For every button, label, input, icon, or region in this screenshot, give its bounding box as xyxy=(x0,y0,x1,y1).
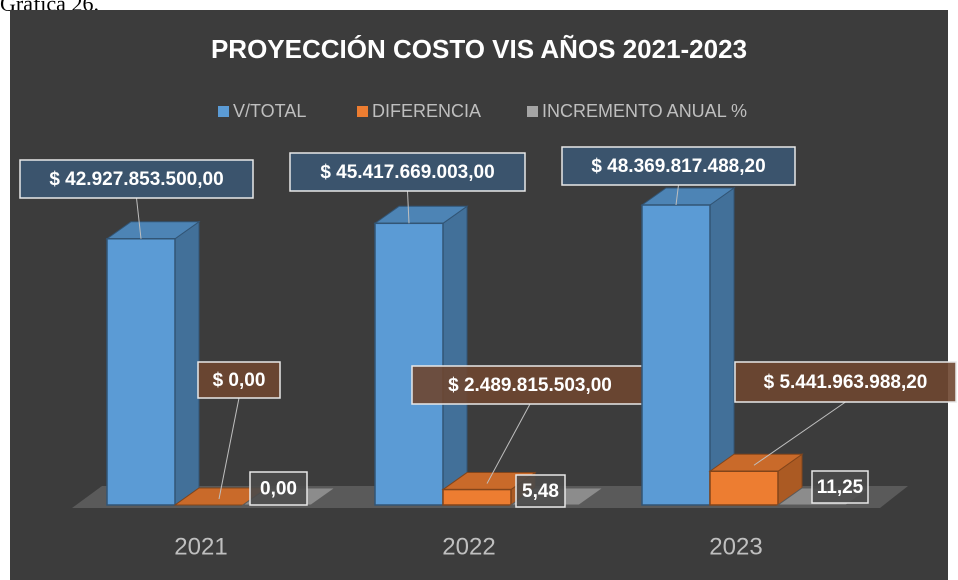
legend-swatch xyxy=(218,106,229,117)
bar-side xyxy=(174,220,200,506)
data-label: 5,48 xyxy=(522,481,559,502)
leader-line xyxy=(675,184,679,206)
data-label-box xyxy=(734,361,957,403)
bar-side xyxy=(442,205,468,506)
bar-front xyxy=(641,204,711,506)
data-label-box xyxy=(19,159,254,199)
legend-swatch xyxy=(527,106,538,117)
leader-line xyxy=(407,190,410,224)
bar xyxy=(708,453,804,506)
leader-line xyxy=(136,197,142,239)
data-label: $ 5.441.963.988,20 xyxy=(764,372,928,393)
chart-title: PROYECCIÓN COSTO VIS AÑOS 2021-2023 xyxy=(211,34,747,64)
data-label-box xyxy=(249,471,308,506)
bar-front xyxy=(442,488,512,506)
data-label: $ 42.927.853.500,00 xyxy=(49,169,223,190)
leader-line xyxy=(753,401,846,466)
bar xyxy=(640,187,736,506)
leader-line xyxy=(486,403,531,484)
legend-label: DIFERENCIA xyxy=(372,101,481,121)
bar-front xyxy=(709,470,779,506)
data-label-box xyxy=(561,146,796,186)
data-label: 0,00 xyxy=(260,479,297,500)
data-label-box xyxy=(197,361,281,399)
data-label: $ 48.369.817.488,20 xyxy=(591,156,765,177)
x-tick-label: 2023 xyxy=(709,533,762,560)
data-label: $ 0,00 xyxy=(213,370,266,391)
data-label-box xyxy=(411,365,649,405)
data-label: $ 45.417.669.003,00 xyxy=(320,162,494,183)
legend-label: INCREMENTO ANUAL % xyxy=(542,101,747,121)
data-label-box xyxy=(289,152,526,192)
legend-swatch xyxy=(357,106,368,117)
legend-label: V/TOTAL xyxy=(233,101,306,121)
x-tick-label: 2021 xyxy=(174,533,227,560)
bar-front xyxy=(374,222,444,506)
data-label-box xyxy=(515,474,566,508)
data-label: $ 2.489.815.503,00 xyxy=(448,375,612,396)
data-label: 11,25 xyxy=(817,477,864,498)
bar xyxy=(373,205,469,506)
leader-line xyxy=(218,397,240,500)
bar-front xyxy=(106,238,176,506)
bar xyxy=(105,220,201,506)
data-label-box xyxy=(811,470,869,504)
x-tick-label: 2022 xyxy=(442,533,495,560)
